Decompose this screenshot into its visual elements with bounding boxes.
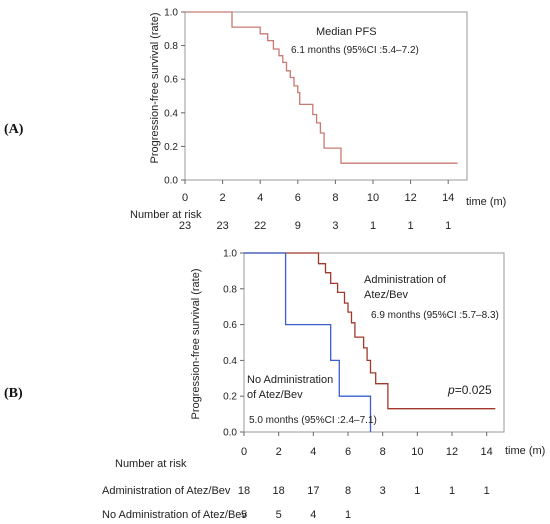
y-tick-label: 0.0 <box>223 428 237 439</box>
panel-a-risk-row: 23 23 22 9 3 1 1 1 <box>179 220 451 232</box>
risk-count: 1 <box>345 509 351 521</box>
panel-b-km-curve-atez-bev <box>244 252 496 410</box>
x-tick-label: 14 <box>481 446 493 458</box>
risk-count: 18 <box>273 485 285 497</box>
panel-a-x-ticks: 0 2 4 6 8 10 12 14 <box>182 180 454 204</box>
y-tick-label: 0.4 <box>223 356 237 367</box>
y-tick-label: 0.8 <box>223 284 237 295</box>
x-tick-label: 14 <box>442 192 454 204</box>
y-tick-label: 1.0 <box>223 249 237 260</box>
panel-a-km-curve <box>185 11 458 164</box>
y-tick-label: 0.0 <box>164 176 178 187</box>
x-tick-label: 6 <box>295 192 301 204</box>
series-label-no-atez-bev-line1: No Administration <box>247 374 333 386</box>
x-tick-label: 0 <box>182 192 188 204</box>
panel-b-risk-title: Number at risk <box>115 458 187 470</box>
risk-count: 8 <box>345 485 351 497</box>
panel-a-risk-title: Number at risk <box>130 209 202 221</box>
panel-b-km-curve-no-atez-bev <box>244 252 372 432</box>
y-tick-label: 0.6 <box>223 320 237 331</box>
panel-b-y-ticks: 0.0 0.2 0.4 0.6 0.8 1.0 <box>223 249 244 439</box>
x-tick-label: 12 <box>446 446 458 458</box>
y-tick-label: 0.6 <box>164 75 178 86</box>
panel-a: (A) Progression-free survival (rate) 0.0… <box>4 8 506 233</box>
risk-count: 3 <box>380 485 386 497</box>
x-tick-label: 4 <box>310 446 316 458</box>
panel-a-ylabel: Progression-free survival (rate) <box>149 13 161 164</box>
risk-count: 23 <box>216 220 228 232</box>
panel-a-y-ticks: 0.0 0.2 0.4 0.6 0.8 1.0 <box>164 8 185 187</box>
risk-count: 18 <box>238 485 250 497</box>
x-tick-label: 8 <box>332 192 338 204</box>
risk-count: 1 <box>484 485 490 497</box>
panel-b-risk-row-atez-bev: 18 18 17 8 3 1 1 1 <box>238 485 490 497</box>
x-tick-label: 12 <box>404 192 416 204</box>
risk-row-label-no-atez-bev: No Administration of Atez/Bev <box>102 509 247 521</box>
y-tick-label: 0.8 <box>164 41 178 52</box>
panel-a-label: (A) <box>4 122 24 137</box>
panel-b-label: (B) <box>4 386 23 401</box>
series-label-atez-bev-line2: Atez/Bev <box>364 289 409 301</box>
x-tick-label: 10 <box>367 192 379 204</box>
x-tick-label: 10 <box>411 446 423 458</box>
p-value-symbol: p <box>447 383 455 397</box>
panel-b-xlabel: time (m) <box>505 445 545 457</box>
panel-b-x-ticks: 0 2 4 6 8 10 12 14 <box>241 432 493 458</box>
y-tick-label: 0.2 <box>164 142 178 153</box>
panel-a-xlabel: time (m) <box>466 196 506 208</box>
risk-count: 1 <box>408 220 414 232</box>
risk-count: 1 <box>414 485 420 497</box>
risk-count: 1 <box>370 220 376 232</box>
risk-count: 3 <box>332 220 338 232</box>
risk-count: 22 <box>254 220 266 232</box>
panel-a-plot-frame <box>184 11 468 181</box>
risk-count: 5 <box>241 509 247 521</box>
y-tick-label: 0.4 <box>164 108 178 119</box>
p-value: p=0.025 <box>447 383 492 397</box>
x-tick-label: 0 <box>241 446 247 458</box>
risk-count: 1 <box>445 220 451 232</box>
risk-count: 1 <box>449 485 455 497</box>
x-tick-label: 2 <box>220 192 226 204</box>
series-label-atez-bev-line1: Administration of <box>364 274 447 286</box>
panel-b-plot-frame <box>243 252 505 433</box>
risk-count: 4 <box>310 509 316 521</box>
x-tick-label: 4 <box>257 192 263 204</box>
panel-a-annotation-title: Median PFS <box>316 26 377 38</box>
risk-count: 17 <box>307 485 319 497</box>
risk-row-label-atez-bev: Administration of Atez/Bev <box>102 485 231 497</box>
median-no-atez-bev: 5.0 months (95%CI :2.4–7.1) <box>249 415 377 426</box>
median-atez-bev: 6.9 months (95%CI :5.7–8.3) <box>371 310 499 321</box>
risk-count: 5 <box>276 509 282 521</box>
x-tick-label: 2 <box>276 446 282 458</box>
x-tick-label: 8 <box>380 446 386 458</box>
y-tick-label: 0.2 <box>223 392 237 403</box>
panel-b: (B) Progression-free survival (rate) 0.0… <box>4 249 545 522</box>
x-tick-label: 6 <box>345 446 351 458</box>
risk-count: 9 <box>295 220 301 232</box>
risk-count: 23 <box>179 220 191 232</box>
y-tick-label: 1.0 <box>164 8 178 19</box>
panel-b-ylabel: Progression-free survival (rate) <box>190 269 202 420</box>
series-label-no-atez-bev-line2: of Atez/Bev <box>247 389 303 401</box>
p-value-number: =0.025 <box>455 383 492 397</box>
panel-a-annotation: 6.1 months (95%CI :5.4–7.2) <box>291 45 419 56</box>
panel-b-risk-row-no-atez-bev: 5 5 4 1 <box>241 509 351 521</box>
